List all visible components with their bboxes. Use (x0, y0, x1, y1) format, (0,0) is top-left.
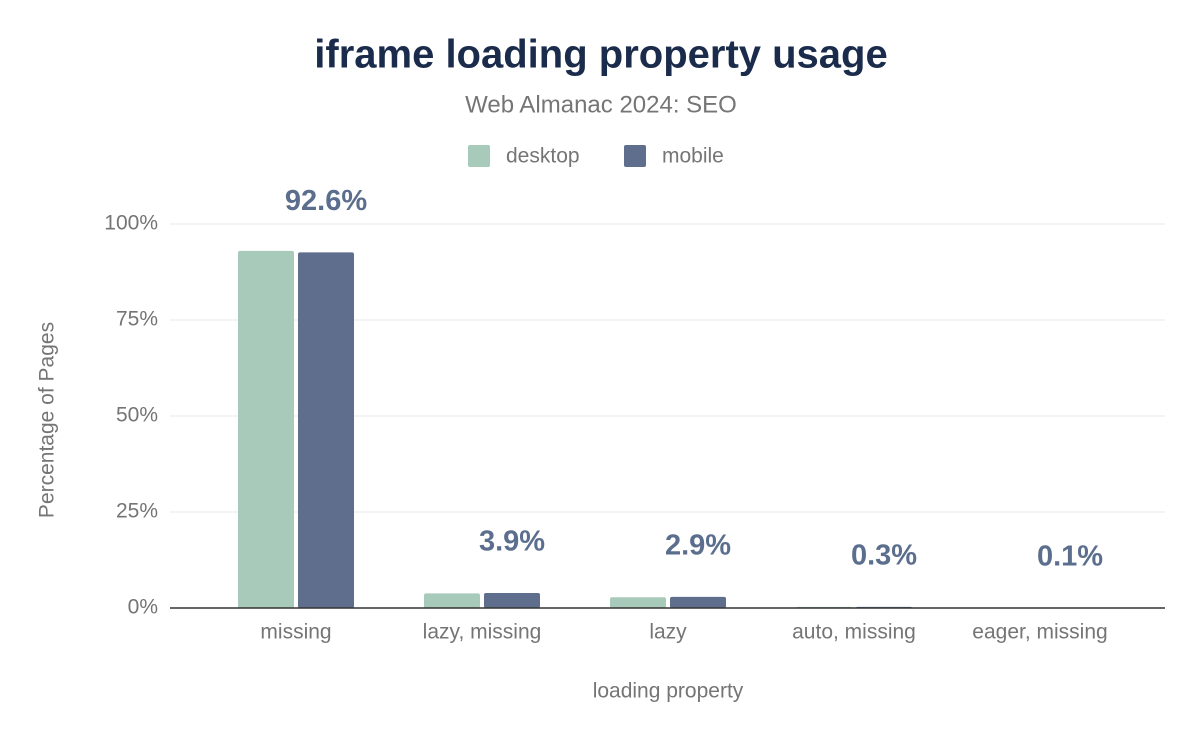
y-tick-label: 75% (116, 308, 158, 331)
y-tick-label: 0% (128, 596, 158, 619)
bar (238, 250, 294, 608)
chart-subtitle: Web Almanac 2024: SEO (465, 91, 737, 118)
value-label: 0.1% (1037, 540, 1103, 572)
x-tick-label: lazy (649, 621, 687, 644)
bar (610, 597, 666, 608)
bar (424, 593, 480, 608)
chart-title: iframe loading property usage (314, 33, 887, 77)
y-tick-label: 25% (116, 500, 158, 523)
y-tick-label: 50% (116, 404, 158, 427)
x-tick-label: auto, missing (792, 621, 916, 644)
x-axis-title: loading property (593, 680, 744, 703)
y-tick-label: 100% (104, 212, 158, 235)
x-tick-label: lazy, missing (423, 621, 542, 644)
legend-swatch (468, 145, 490, 167)
bar (298, 252, 354, 608)
bar (484, 593, 540, 608)
bar (670, 596, 726, 608)
value-label: 3.9% (479, 526, 545, 558)
x-tick-label: missing (260, 621, 331, 644)
value-label: 92.6% (285, 185, 367, 217)
y-axis-title: Percentage of Pages (36, 322, 59, 518)
legend-label: desktop (506, 145, 580, 168)
x-tick-label: eager, missing (972, 621, 1107, 644)
value-label: 0.3% (851, 540, 917, 572)
value-label: 2.9% (665, 530, 731, 562)
legend-swatch (624, 145, 646, 167)
legend-label: mobile (662, 145, 724, 168)
